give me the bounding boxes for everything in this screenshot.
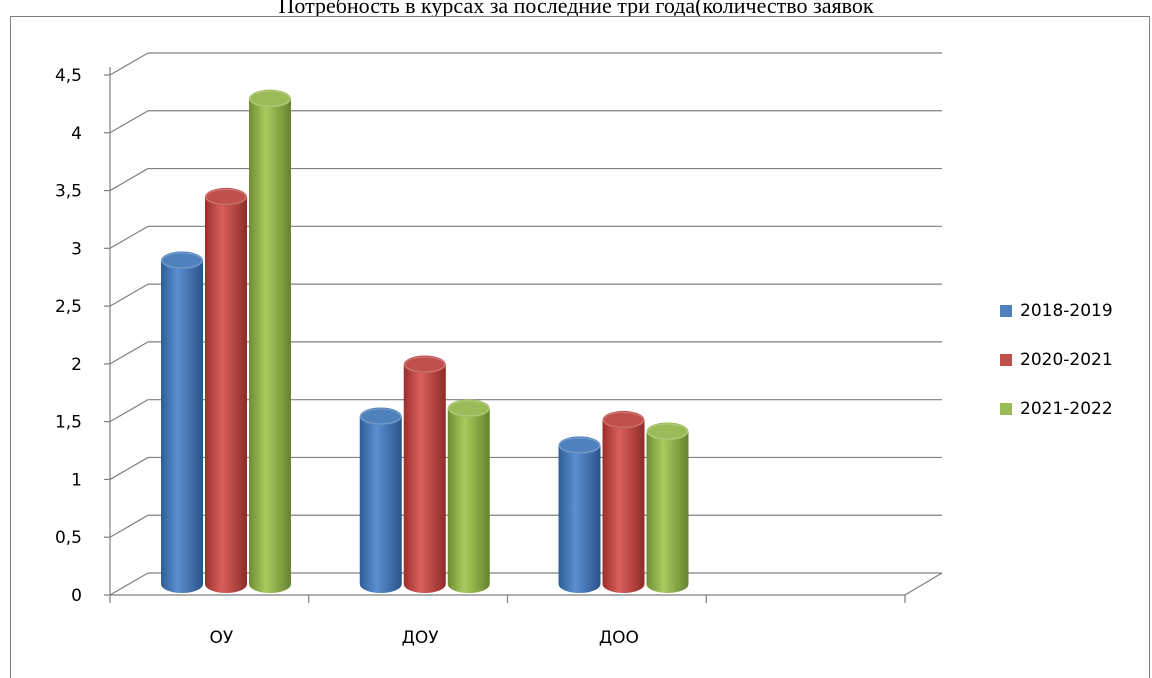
bar-top-highlight xyxy=(448,400,490,417)
bar-top-highlight xyxy=(647,423,688,440)
x-category-label: ДОУ xyxy=(402,628,440,648)
y-tick-label: 3,5 xyxy=(55,182,82,202)
bar xyxy=(646,422,689,593)
legend-swatch xyxy=(1000,304,1012,317)
bar-body xyxy=(205,196,247,593)
grid-diagonal xyxy=(109,283,149,307)
bar-top xyxy=(558,436,601,455)
legend: 2018-2019 2020-2021 2021-2022 xyxy=(1000,286,1113,433)
x-category-label: ДОО xyxy=(599,628,639,648)
grid-diagonal xyxy=(109,168,149,192)
bar-top xyxy=(359,407,402,426)
axes xyxy=(104,67,906,603)
bar-top xyxy=(161,251,203,270)
bar xyxy=(602,410,645,594)
grid-diagonal xyxy=(109,456,149,480)
legend-item: 2020-2021 xyxy=(1000,335,1113,384)
bar-top-highlight xyxy=(603,411,644,428)
grid-diagonal xyxy=(109,399,149,423)
bar-body xyxy=(161,260,203,593)
y-tick-label: 0 xyxy=(71,586,82,606)
legend-label: 2018-2019 xyxy=(1020,300,1113,321)
bar xyxy=(359,407,402,594)
legend-item: 2021-2022 xyxy=(1000,384,1113,433)
y-tick-label: 2 xyxy=(71,355,82,375)
y-tick-label: 3 xyxy=(71,239,82,259)
bar xyxy=(558,436,601,594)
bar-body xyxy=(447,408,490,594)
bars xyxy=(161,89,689,594)
bar-top-highlight xyxy=(249,90,291,107)
bar-body xyxy=(359,416,402,594)
y-tick-label: 4 xyxy=(71,124,82,144)
legend-swatch xyxy=(1000,353,1012,366)
bar-top xyxy=(602,410,645,429)
bar-top-highlight xyxy=(360,408,402,425)
legend-swatch xyxy=(1000,402,1012,415)
bar-top-highlight xyxy=(161,252,203,269)
bar xyxy=(249,89,291,594)
y-tick-label: 1 xyxy=(71,470,82,490)
bar xyxy=(161,251,203,593)
bar-body xyxy=(646,431,689,593)
bar-body xyxy=(558,445,601,594)
y-tick-label: 0,5 xyxy=(55,528,82,548)
floor-edge xyxy=(904,572,943,596)
grid-diagonal xyxy=(109,52,149,76)
chart-title: Потребность в курсах за последние три го… xyxy=(278,0,874,18)
grid-diagonal xyxy=(109,225,149,249)
y-tick-label: 4,5 xyxy=(55,66,82,86)
axis-labels: 0 0,5 1 1,5 2 2,5 3 3,5 4 4,5 ОУ ДОУ ДОО xyxy=(55,66,639,648)
bar-top xyxy=(403,355,446,374)
bar-body xyxy=(249,98,291,594)
legend-item: 2018-2019 xyxy=(1000,286,1113,335)
bar-top-highlight xyxy=(404,356,446,373)
bar-top xyxy=(205,187,247,206)
y-tick-label: 1,5 xyxy=(55,413,82,433)
grid-diagonal xyxy=(109,110,149,134)
grid-diagonal xyxy=(109,572,149,596)
bar xyxy=(403,355,446,594)
bar-top xyxy=(646,422,689,441)
bar xyxy=(205,187,247,593)
legend-label: 2020-2021 xyxy=(1020,349,1113,370)
bar xyxy=(447,399,490,594)
bar-top xyxy=(249,89,291,108)
bar-top-highlight xyxy=(205,188,247,205)
bar-top xyxy=(447,399,490,418)
bar-body xyxy=(403,364,446,594)
grid-diagonal xyxy=(109,341,149,365)
y-tick-label: 2,5 xyxy=(55,297,82,317)
legend-label: 2021-2022 xyxy=(1020,398,1113,419)
grid-diagonal xyxy=(109,514,149,538)
bar-body xyxy=(602,419,645,594)
bar-top-highlight xyxy=(559,437,600,454)
x-category-label: ОУ xyxy=(210,628,234,648)
